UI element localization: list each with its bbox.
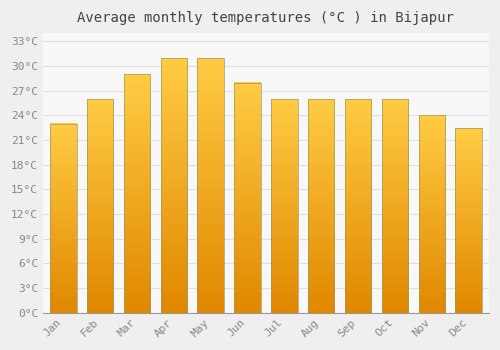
Bar — [160, 58, 187, 313]
Bar — [198, 58, 224, 313]
Bar — [456, 128, 482, 313]
Bar — [124, 74, 150, 313]
Bar — [308, 99, 334, 313]
Bar — [50, 124, 76, 313]
Bar — [234, 83, 261, 313]
Title: Average monthly temperatures (°C ) in Bijapur: Average monthly temperatures (°C ) in Bi… — [78, 11, 454, 25]
Bar — [271, 99, 297, 313]
Bar — [382, 99, 408, 313]
Bar — [345, 99, 372, 313]
Bar — [87, 99, 114, 313]
Bar — [418, 116, 445, 313]
